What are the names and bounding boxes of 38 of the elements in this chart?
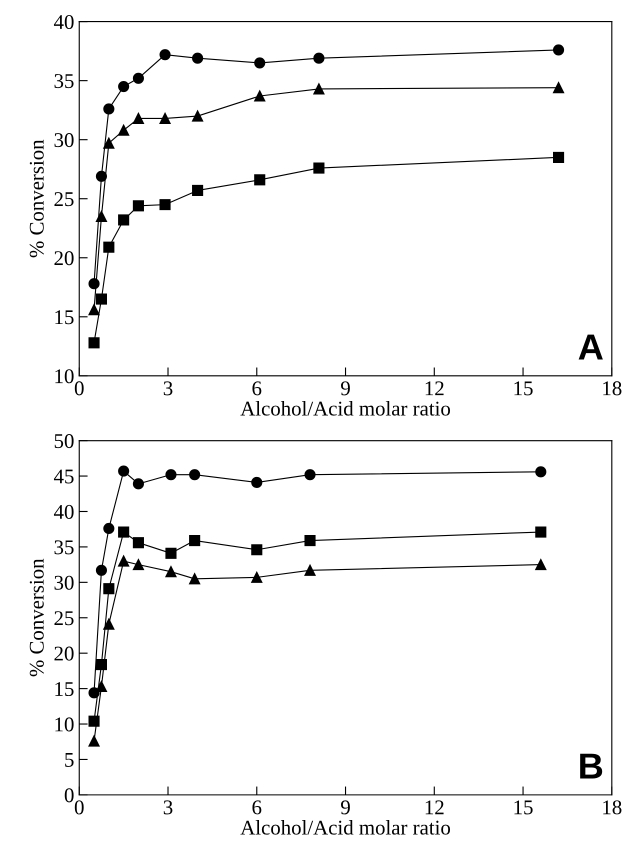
y-tick-label: 5 <box>65 753 74 767</box>
x-tick-label: 15 <box>514 381 533 396</box>
x-tick-label: 0 <box>74 800 84 814</box>
y-tick-label: 50 <box>54 434 74 448</box>
x-tick-label: 18 <box>603 381 622 396</box>
y-tick-label: 15 <box>55 310 74 324</box>
y-tick-label: 45 <box>54 470 74 484</box>
y-tick-label: 0 <box>64 788 74 802</box>
x-tick-label: 18 <box>603 800 622 814</box>
annotation: A <box>578 334 603 360</box>
x-tick-label: 6 <box>252 800 262 814</box>
y-tick-label: 30 <box>54 133 74 148</box>
y-tick-label: 30 <box>54 576 74 590</box>
y-tick-label: 40 <box>54 504 74 519</box>
x-axis-title: Alcohol/Acid molar ratio <box>240 400 450 416</box>
annotation: B <box>580 754 602 779</box>
x-tick-label: 9 <box>340 381 350 396</box>
y-tick-label: 20 <box>54 646 74 661</box>
x-tick-label: 3 <box>164 381 172 396</box>
y-axis-title: % Conversion <box>30 140 44 258</box>
x-axis-title: Alcohol/Acid molar ratio <box>240 820 450 835</box>
y-tick-label: 15 <box>55 682 74 696</box>
y-axis-title: % Conversion <box>30 558 44 676</box>
y-tick-label: 25 <box>54 611 74 626</box>
x-tick-label: 9 <box>340 800 350 814</box>
x-tick-label: 12 <box>426 800 444 814</box>
x-tick-label: 0 <box>74 381 84 396</box>
y-tick-label: 10 <box>55 717 74 732</box>
y-tick-label: 10 <box>55 369 74 384</box>
y-tick-label: 35 <box>54 540 74 554</box>
x-tick-label: 12 <box>426 381 444 396</box>
y-tick-label: 25 <box>54 192 74 206</box>
y-tick-label: 35 <box>54 74 74 88</box>
x-tick-label: 3 <box>164 800 172 814</box>
y-tick-label: 40 <box>54 14 74 30</box>
x-tick-label: 6 <box>252 381 262 396</box>
y-tick-label: 20 <box>54 251 74 266</box>
x-tick-label: 15 <box>514 800 533 814</box>
